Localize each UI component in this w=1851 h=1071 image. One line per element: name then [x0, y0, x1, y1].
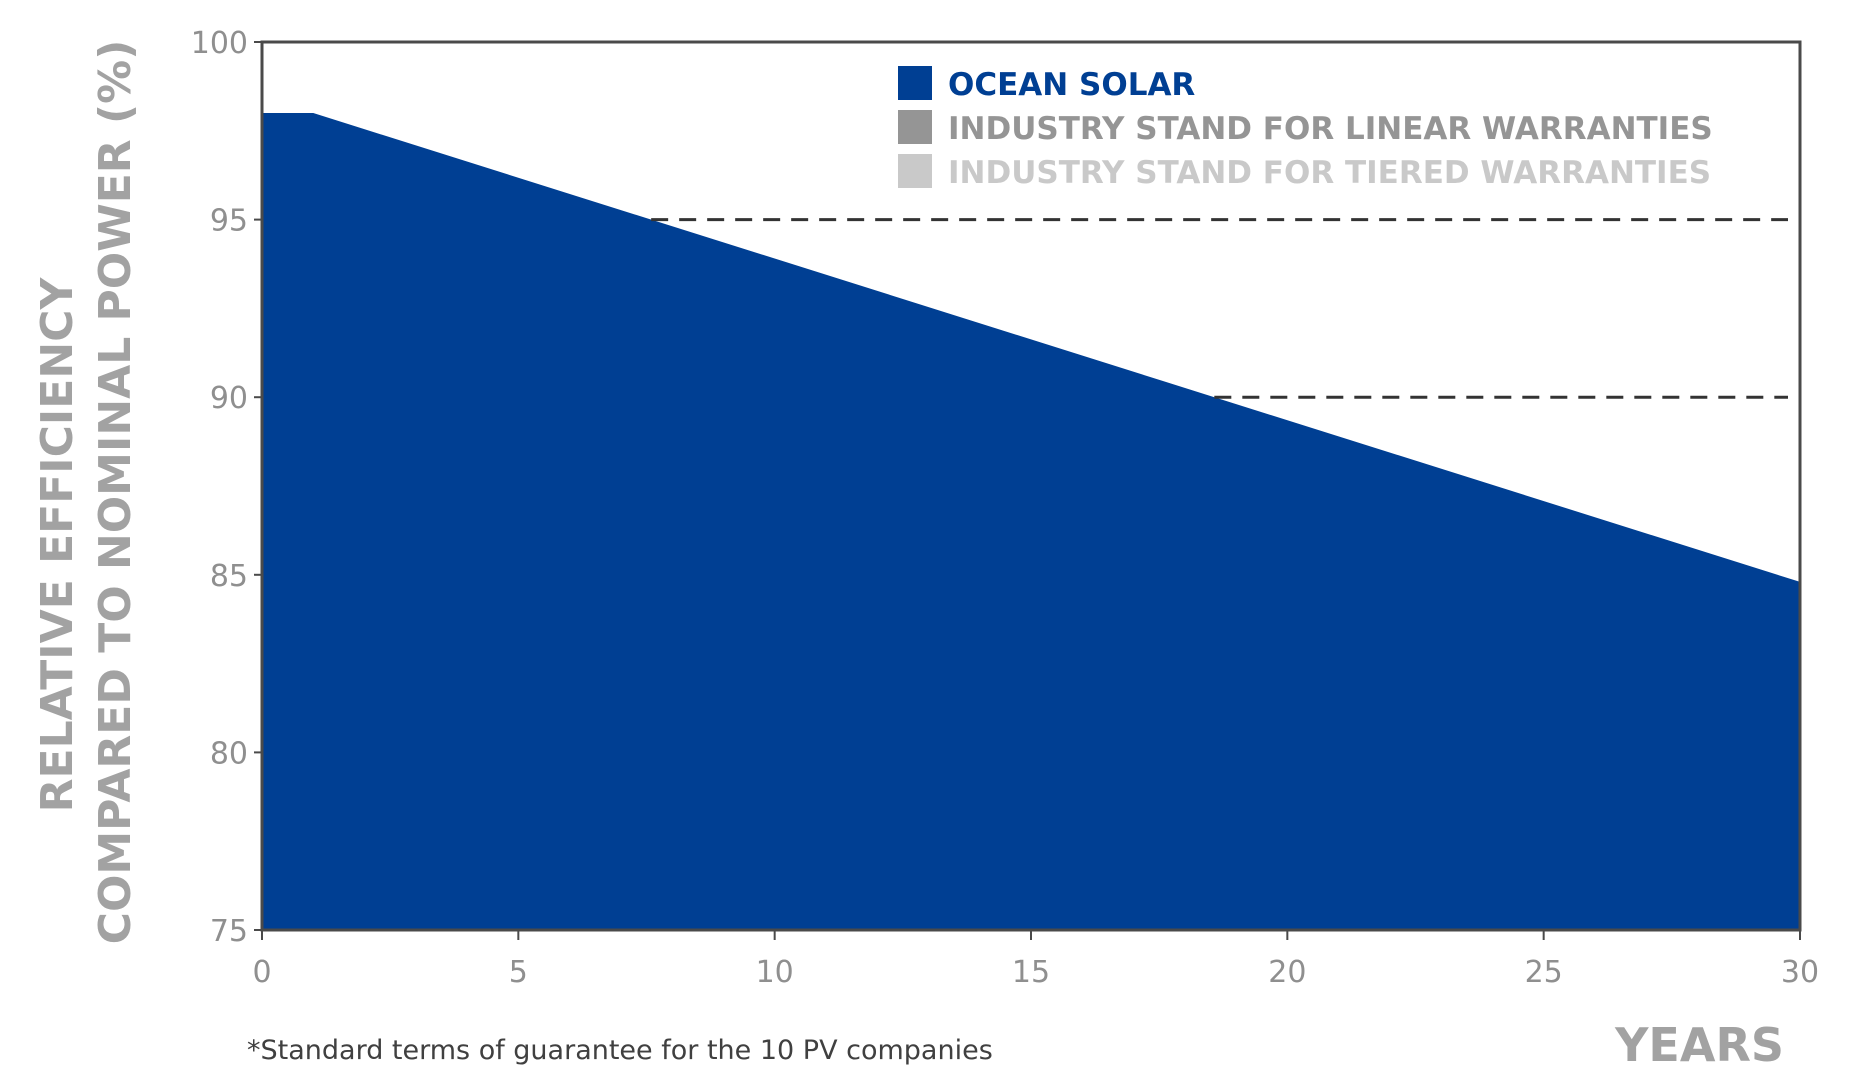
legend-label-industry-stand-for-tiered-warranties: INDUSTRY STAND FOR TIERED WARRANTIES — [948, 155, 1711, 191]
x-tick-label: 20 — [1268, 955, 1306, 990]
y-tick-label: 80 — [210, 736, 248, 771]
legend-label-ocean-solar: OCEAN SOLAR — [948, 67, 1195, 103]
y-tick-label: 95 — [210, 204, 248, 239]
x-tick-label: 10 — [756, 955, 794, 990]
legend: OCEAN SOLAR INDUSTRY STAND FOR LINEAR WAR… — [898, 66, 1713, 191]
plot-area — [262, 113, 1800, 931]
x-tick-label: 15 — [1012, 955, 1050, 990]
legend-swatch-industry-stand-for-tiered-warranties — [898, 154, 932, 188]
y-tick-label: 85 — [210, 559, 248, 594]
x-axis-label: YEARS — [1614, 1018, 1784, 1067]
x-tick-label: 30 — [1781, 955, 1819, 990]
x-tick-label: 0 — [252, 955, 271, 990]
y-axis-label-line2: COMPARED TO NOMINAL POWER (%) — [90, 40, 141, 945]
x-tick-label: 5 — [509, 955, 528, 990]
legend-swatch-ocean-solar — [898, 66, 932, 100]
legend-label-industry-stand-for-linear-warranties: INDUSTRY STAND FOR LINEAR WARRANTIES — [948, 111, 1713, 147]
y-tick-label: 75 — [210, 914, 248, 949]
x-tick-label: 25 — [1525, 955, 1563, 990]
y-tick-label: 90 — [210, 381, 248, 416]
chart-labels: RELATIVE EFFICIENCY COMPARED TO NOMINAL … — [32, 40, 1784, 1071]
y-axis-label-line1: RELATIVE EFFICIENCY — [32, 277, 83, 813]
legend-swatch-industry-stand-for-linear-warranties — [898, 110, 932, 144]
footnote: *Standard terms of guarantee for the 10 … — [247, 1035, 993, 1066]
area-ocean-solar — [262, 113, 1800, 931]
y-tick-label: 100 — [191, 26, 248, 61]
axes: 100 95 90 85 80 750 5 10 15 20 25 30 — [191, 26, 1819, 990]
